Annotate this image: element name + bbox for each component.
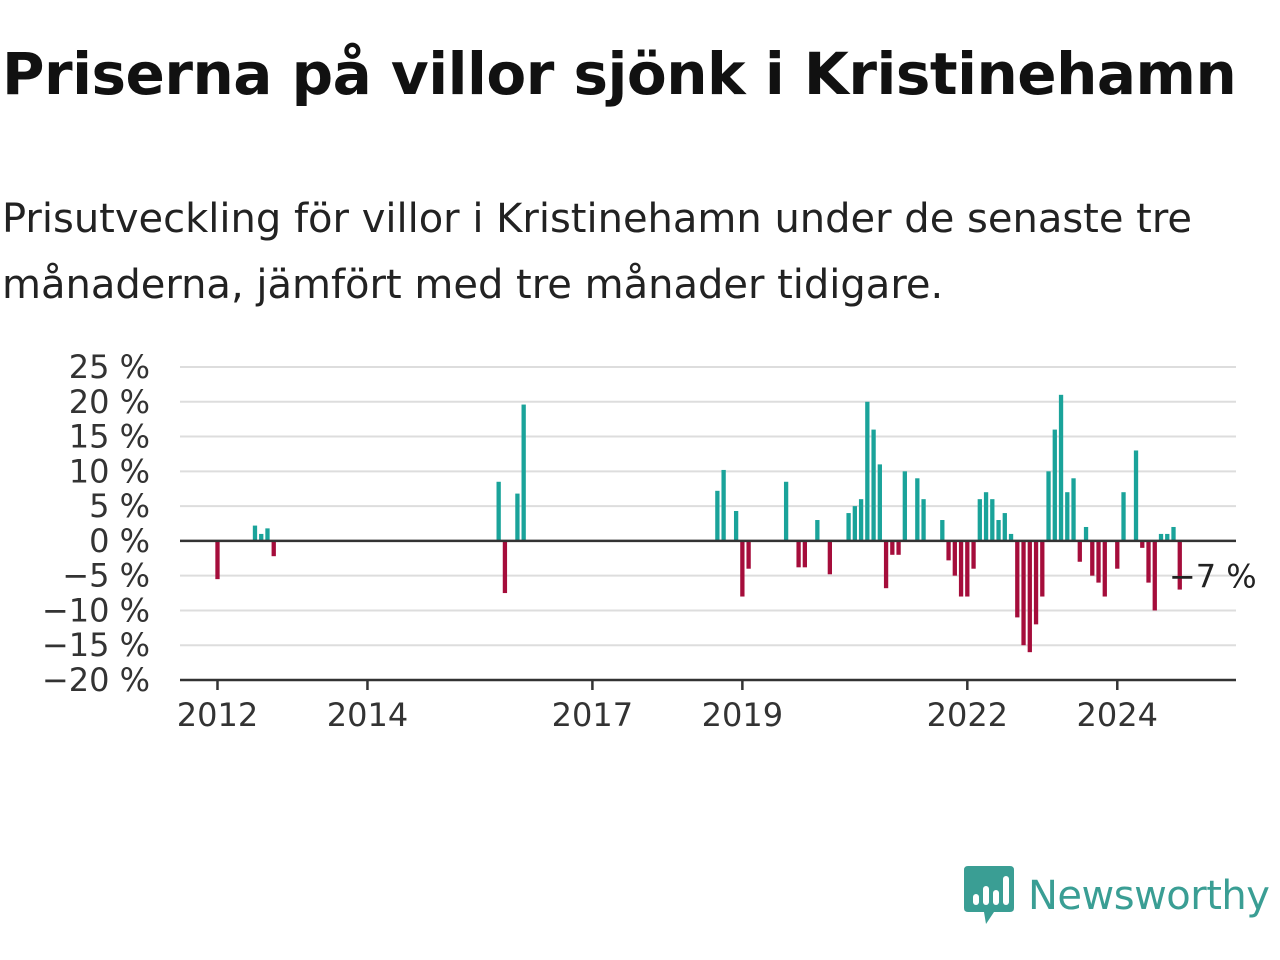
bar — [965, 540, 970, 597]
bar — [996, 520, 1001, 541]
bar — [1177, 540, 1182, 590]
bar — [977, 499, 982, 541]
bar — [990, 499, 995, 541]
y-tick-label: 20 % — [69, 383, 150, 421]
y-tick-label: 25 % — [69, 348, 150, 386]
bar — [1121, 492, 1126, 541]
bar — [921, 499, 926, 541]
bar — [721, 469, 726, 541]
bar — [1090, 540, 1095, 576]
bar — [1040, 540, 1045, 597]
y-tick-label: −15 % — [42, 626, 150, 664]
bars — [215, 394, 1182, 653]
bar — [1021, 540, 1026, 646]
bar — [827, 540, 832, 575]
bar — [796, 540, 801, 568]
bar — [252, 525, 258, 541]
bar — [946, 540, 951, 561]
bar-chart: 25 %20 %15 %10 %5 %0 %−5 %−10 %−15 %−20 … — [42, 348, 1257, 734]
x-tick-label: 2022 — [927, 696, 1008, 734]
axes — [180, 539, 1236, 690]
bar — [502, 540, 508, 594]
bar — [1146, 540, 1151, 583]
x-tick-label: 2019 — [702, 696, 783, 734]
bar — [1165, 533, 1170, 541]
bar — [1002, 513, 1007, 541]
chart-title: Priserna på villor sjönk i Kristinehamn — [2, 40, 1237, 108]
bar — [983, 492, 989, 541]
bar — [1052, 429, 1057, 541]
bar — [1015, 540, 1020, 618]
bar — [740, 540, 745, 597]
newsworthy-logo-icon — [964, 866, 1014, 924]
bar — [915, 478, 920, 541]
bar — [1115, 540, 1120, 569]
bar — [715, 490, 720, 541]
bar — [877, 464, 882, 541]
bar — [952, 540, 957, 576]
bar — [515, 493, 520, 541]
y-tick-label: 15 % — [69, 418, 150, 456]
bar — [783, 481, 789, 541]
bar — [871, 429, 876, 541]
bar — [1133, 450, 1139, 541]
bar — [958, 540, 964, 597]
y-tick-label: 10 % — [69, 452, 150, 490]
bar — [496, 481, 501, 541]
bar — [271, 540, 276, 557]
bar — [1171, 526, 1176, 541]
bar — [815, 520, 820, 541]
bar — [1033, 540, 1039, 625]
bar — [1077, 540, 1082, 562]
bar — [1027, 540, 1032, 653]
bar — [1046, 471, 1051, 541]
bar — [1140, 540, 1145, 548]
bar — [865, 401, 870, 541]
chart-subtitle: Prisutveckling för villor i Kristinehamn… — [2, 196, 1193, 308]
bar — [1071, 478, 1076, 541]
bar — [902, 471, 907, 541]
bar — [265, 528, 270, 541]
bar — [896, 540, 901, 555]
newsworthy-logo: Newsworthy — [964, 866, 1270, 926]
labels: 25 %20 %15 %10 %5 %0 %−5 %−10 %−15 %−20 … — [42, 348, 1257, 734]
logo-text: Newsworthy — [1028, 873, 1270, 919]
bar — [746, 540, 751, 569]
bar — [858, 499, 864, 541]
bar — [890, 540, 895, 555]
x-tick-label: 2017 — [552, 696, 633, 734]
bar — [215, 540, 220, 580]
x-tick-label: 2014 — [327, 696, 408, 734]
bar — [1102, 540, 1107, 597]
x-tick-label: 2024 — [1077, 696, 1158, 734]
y-tick-label: 5 % — [89, 487, 150, 525]
bar — [852, 506, 857, 541]
bar — [1152, 540, 1157, 611]
bar — [521, 404, 526, 541]
latest-value-label: −7 % — [1169, 558, 1257, 596]
bar — [971, 540, 976, 569]
bar — [1158, 533, 1164, 541]
bar — [1083, 526, 1089, 541]
bar — [940, 520, 945, 541]
bar — [733, 510, 739, 541]
y-tick-label: 0 % — [89, 522, 150, 560]
grid-lines — [180, 366, 1236, 647]
bar — [259, 533, 264, 541]
bar — [1065, 492, 1070, 541]
bar — [802, 540, 807, 568]
y-tick-label: −20 % — [42, 661, 150, 699]
bar — [1058, 394, 1064, 541]
bar — [1008, 533, 1014, 541]
x-tick-label: 2012 — [177, 696, 258, 734]
bar — [1096, 540, 1101, 583]
bar — [846, 513, 851, 541]
y-tick-label: −10 % — [42, 591, 150, 629]
bar — [883, 540, 889, 589]
y-tick-label: −5 % — [62, 557, 150, 595]
